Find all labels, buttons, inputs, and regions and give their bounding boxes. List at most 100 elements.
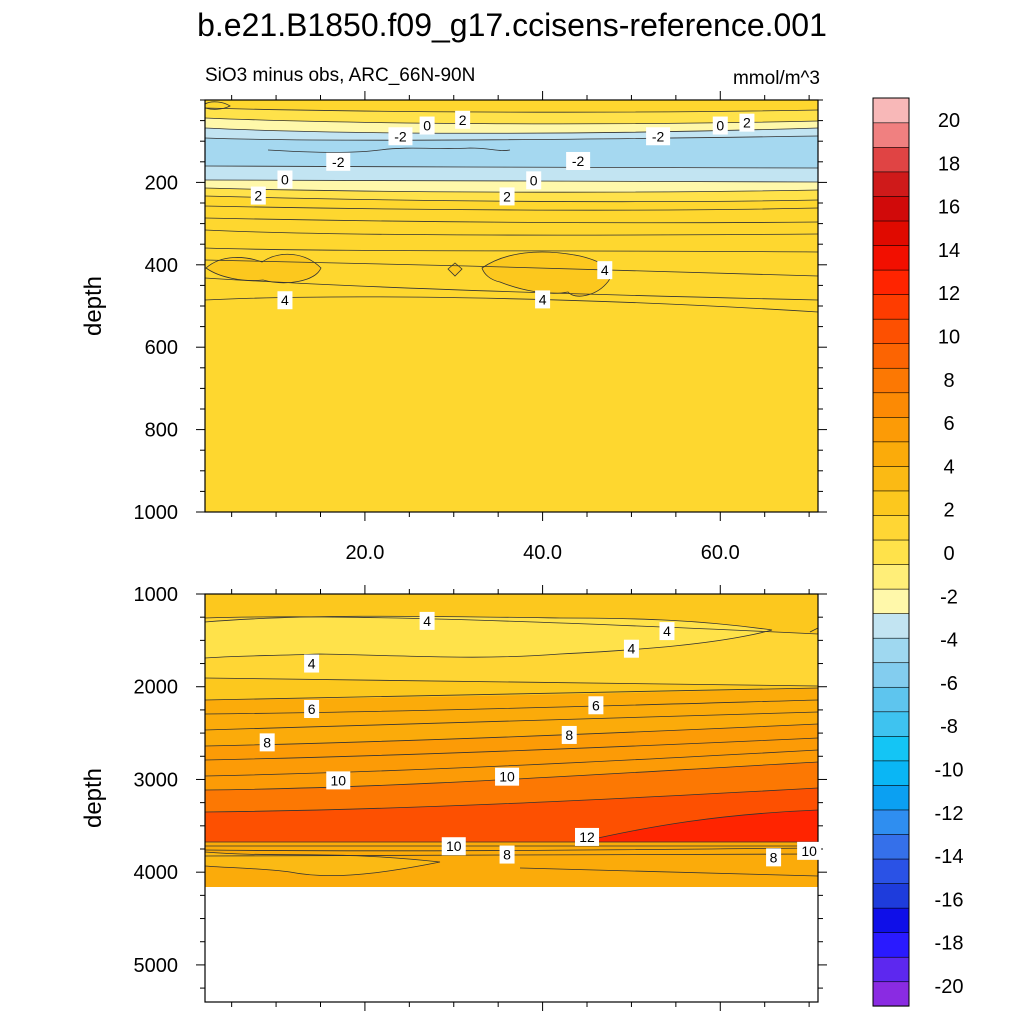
units-label: mmol/m^3 [733, 68, 820, 89]
colorbar-label: 0 [943, 543, 954, 565]
contour-label-box [646, 127, 671, 146]
contour-label: 10 [330, 772, 346, 788]
upper-x-axis [231, 91, 810, 521]
upper-plot-frame [204, 99, 819, 513]
seafloor-mask [205, 887, 818, 1002]
contour-label-box [441, 837, 466, 856]
colorbar-label: 2 [943, 500, 954, 522]
colorbar-swatch [872, 244, 910, 271]
contour-label-box [659, 622, 675, 641]
colorbar-swatch [872, 760, 910, 786]
lower-ylabel: depth [80, 768, 107, 828]
colorbar-swatch [872, 932, 910, 958]
colorbar-swatch [872, 539, 910, 565]
contour-label: 0 [281, 172, 289, 188]
colorbar-label: -20 [935, 976, 964, 998]
y-tick-label: 4000 [134, 862, 179, 884]
upper-panel: SiO3 minus obs, ARC_66N-90N mmol/m^3 [80, 65, 827, 564]
y-tick-label: 600 [145, 337, 178, 359]
contour-label-box [797, 841, 822, 860]
contour-label: 6 [308, 701, 316, 717]
contour-label-box [250, 186, 266, 205]
colorbar-swatch [872, 441, 910, 467]
contour-label-box [499, 845, 515, 864]
colorbar-label: 8 [943, 370, 954, 392]
contour-label: 4 [539, 291, 547, 307]
x-tick-label: 60.0 [701, 542, 740, 564]
contour-label: 10 [446, 838, 462, 854]
colorbar-swatch [872, 122, 910, 148]
colorbar-swatch [872, 981, 910, 1007]
colorbar-label: -14 [935, 846, 964, 868]
y-tick-label: 2000 [134, 677, 179, 699]
contour-label-box [326, 152, 351, 171]
colorbar-label: -12 [935, 803, 964, 825]
colorbar-swatch [872, 146, 910, 173]
colorbar-swatch [872, 588, 910, 614]
contour-label: 6 [592, 697, 600, 713]
contour-label-box [712, 116, 728, 135]
contour-label: 8 [770, 849, 778, 865]
figure-title: b.e21.B1850.f09_g17.ccisens-reference.00… [197, 7, 827, 43]
contour-label: 4 [281, 292, 289, 308]
colorbar-swatch [872, 613, 910, 639]
lower-fill-bottom-layer [205, 842, 818, 888]
colorbar-swatch [872, 269, 910, 295]
upper-contour-labels: 0 2 -2 -2 -2 -2 0 2 0 2 0 2 4 4 4 [250, 110, 755, 310]
upper-fill-level-neg4 [205, 136, 818, 168]
colorbar-label: 16 [938, 197, 960, 219]
colorbar-label: -2 [940, 586, 958, 608]
contour-label: 10 [801, 843, 817, 859]
lower-fill-bottom-lens [205, 852, 440, 876]
colorbar-label: -10 [935, 760, 964, 782]
contour-label-box [526, 171, 542, 190]
subtitle-left: SiO3 minus obs, ARC_66N-90N [205, 65, 475, 86]
colorbar-swatch [872, 711, 910, 737]
lower-x-axis [231, 585, 810, 1011]
colorbar-swatch [872, 294, 910, 320]
colorbar-frame [872, 97, 910, 1007]
colorbar-swatch [872, 662, 910, 688]
colorbar-swatch [872, 416, 910, 443]
y-tick-label: 1000 [134, 502, 179, 524]
contour-label-box [766, 848, 782, 867]
y-tick-label: 3000 [134, 769, 179, 791]
colorbar-label: -6 [940, 673, 958, 695]
contour-label: 4 [423, 613, 431, 629]
colorbar-swatch [872, 367, 910, 394]
contour-label: 2 [254, 188, 262, 204]
colorbar-swatch [872, 686, 910, 713]
colorbar-swatch [872, 220, 910, 246]
x-tick-label: 20.0 [345, 542, 384, 564]
contour-label: 0 [716, 118, 724, 134]
contour-label: 8 [263, 734, 271, 750]
colorbar-swatch [872, 97, 910, 124]
colorbar-label: 18 [938, 153, 960, 175]
contour-label-box [326, 771, 351, 790]
contour-label-box [277, 291, 293, 310]
contour-label-box [419, 116, 435, 135]
y-tick-label: 200 [145, 172, 178, 194]
contour-label: 2 [743, 115, 751, 131]
contour-label-box [388, 127, 413, 146]
y-tick-label: 1000 [134, 584, 179, 606]
upper-y-axis [196, 99, 827, 513]
colorbar-swatch [872, 833, 910, 860]
colorbar-swatch [872, 195, 910, 222]
contour-label: 12 [579, 829, 595, 845]
contour-label-box [419, 611, 435, 630]
contour-label: 0 [530, 172, 538, 188]
colorbar-swatch [872, 318, 910, 345]
colorbar-label: 4 [943, 456, 954, 478]
colorbar-swatches [872, 97, 910, 1007]
colorbar-swatch [872, 784, 910, 811]
contour-label-box [623, 639, 639, 658]
contour-label-box [566, 151, 591, 170]
contour-label: 10 [499, 769, 515, 785]
y-tick-label: 400 [145, 255, 178, 277]
lower-y-axis [196, 593, 827, 989]
x-tick-label: 40.0 [523, 542, 562, 564]
contour-label: 2 [459, 112, 467, 128]
upper-fill-lens-right [482, 252, 611, 297]
